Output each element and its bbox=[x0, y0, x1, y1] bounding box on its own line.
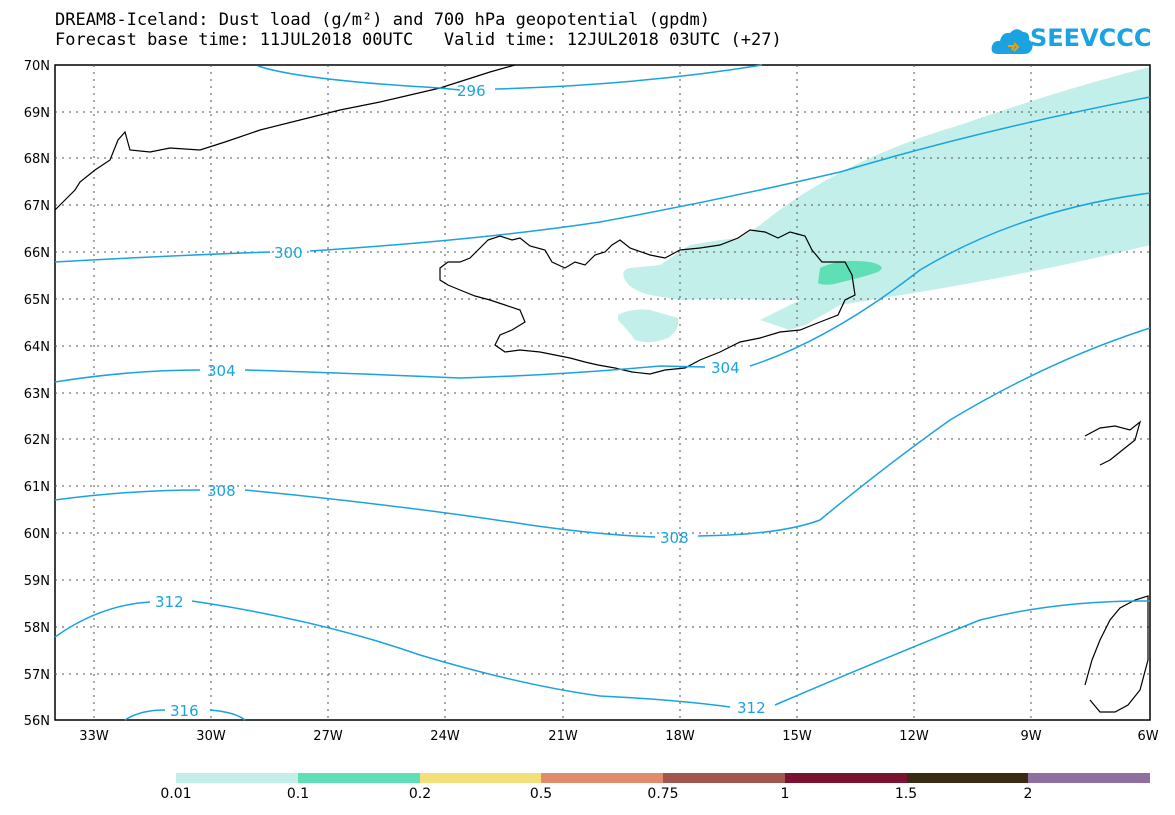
lat-label: 62N bbox=[24, 433, 50, 448]
lat-label: 60N bbox=[24, 527, 50, 542]
norway-coast-lower bbox=[1084, 595, 1149, 713]
colorbar-label: 2 bbox=[1023, 786, 1033, 802]
contour-label: 316 bbox=[170, 702, 199, 720]
lat-label: 63N bbox=[24, 387, 50, 402]
colorbar-swatch bbox=[419, 773, 542, 783]
lon-label: 24W bbox=[430, 729, 460, 744]
lon-label: 21W bbox=[548, 729, 578, 744]
dust-area-mid bbox=[818, 260, 882, 285]
contour-312b bbox=[774, 600, 1151, 706]
lat-label: 64N bbox=[24, 340, 50, 355]
contour-316 bbox=[124, 709, 246, 721]
colorbar-label: 1.5 bbox=[894, 786, 918, 802]
colorbar-swatch bbox=[1028, 773, 1150, 783]
lat-label: 61N bbox=[24, 480, 50, 495]
contour-label: 300 bbox=[274, 244, 303, 262]
colorbar bbox=[176, 773, 1150, 783]
iceland-coast bbox=[439, 229, 856, 375]
contour-label: 296 bbox=[457, 82, 486, 100]
map-subtitle: Forecast base time: 11JUL2018 00UTC Vali… bbox=[55, 30, 782, 50]
contours bbox=[54, 64, 1151, 721]
contour-label: 308 bbox=[207, 482, 236, 500]
colorbar-label: 1 bbox=[780, 786, 790, 802]
contour-300 bbox=[54, 96, 1151, 263]
lat-label: 68N bbox=[24, 152, 50, 167]
lat-label: 70N bbox=[24, 59, 50, 74]
lat-label: 65N bbox=[24, 293, 50, 308]
lon-label: 33W bbox=[79, 729, 109, 744]
lon-label: 15W bbox=[782, 729, 812, 744]
map-title: DREAM8-Iceland: Dust load (g/m²) and 700… bbox=[55, 10, 711, 30]
logo-text: SEEVCCC bbox=[1030, 24, 1152, 52]
colorbar-swatch bbox=[784, 773, 907, 783]
contour-312a bbox=[54, 600, 731, 708]
contour-label: 304 bbox=[711, 359, 740, 377]
lat-label: 67N bbox=[24, 199, 50, 214]
contour-labels: 296 300 304 304 308 308 312 312 316 bbox=[155, 82, 766, 720]
colorbar-swatch bbox=[663, 773, 785, 783]
colorbar-swatch bbox=[176, 773, 298, 783]
contour-label: 312 bbox=[737, 699, 766, 717]
lon-label: 6W bbox=[1137, 729, 1158, 744]
lon-label: 18W bbox=[665, 729, 695, 744]
colorbar-label: 0.2 bbox=[408, 786, 432, 802]
lat-label: 57N bbox=[24, 668, 50, 683]
cloud-icon bbox=[991, 29, 1033, 54]
colorbar-swatch bbox=[541, 773, 663, 783]
norway-coast-upper bbox=[1084, 420, 1142, 466]
colorbar-label: 0.1 bbox=[286, 786, 310, 802]
dust-area-low-2 bbox=[618, 309, 679, 343]
dust-area-low bbox=[623, 67, 1150, 330]
lon-label: 30W bbox=[196, 729, 226, 744]
contour-304b bbox=[749, 192, 1151, 367]
colorbar-swatch bbox=[297, 773, 420, 783]
contour-296 bbox=[257, 64, 763, 91]
contour-label: 308 bbox=[660, 529, 689, 547]
lat-labels: 70N 69N 68N 67N 66N 65N 64N 63N 62N 61N … bbox=[24, 59, 50, 729]
colorbar-label: 0.01 bbox=[160, 786, 192, 802]
lat-label: 58N bbox=[24, 621, 50, 636]
colorbar-label: 0.75 bbox=[647, 786, 679, 802]
contour-308b bbox=[697, 327, 1151, 537]
contour-label: 312 bbox=[155, 593, 184, 611]
colorbar-swatch bbox=[906, 773, 1029, 783]
contour-308a bbox=[54, 489, 656, 538]
colorbar-label: 0.5 bbox=[529, 786, 553, 802]
coastlines bbox=[54, 64, 1149, 713]
lat-label: 56N bbox=[24, 714, 50, 729]
lat-label: 59N bbox=[24, 574, 50, 589]
contour-label: 304 bbox=[207, 362, 236, 380]
contour-304a bbox=[54, 365, 706, 383]
lat-label: 69N bbox=[24, 106, 50, 121]
grid bbox=[55, 65, 1150, 720]
lon-label: 12W bbox=[899, 729, 929, 744]
lat-label: 66N bbox=[24, 246, 50, 261]
lon-label: 9W bbox=[1020, 729, 1041, 744]
lon-labels: 33W 30W 27W 24W 21W 18W 15W 12W 9W 6W bbox=[79, 729, 1158, 744]
lon-label: 27W bbox=[313, 729, 343, 744]
greenland-coast bbox=[54, 64, 516, 211]
